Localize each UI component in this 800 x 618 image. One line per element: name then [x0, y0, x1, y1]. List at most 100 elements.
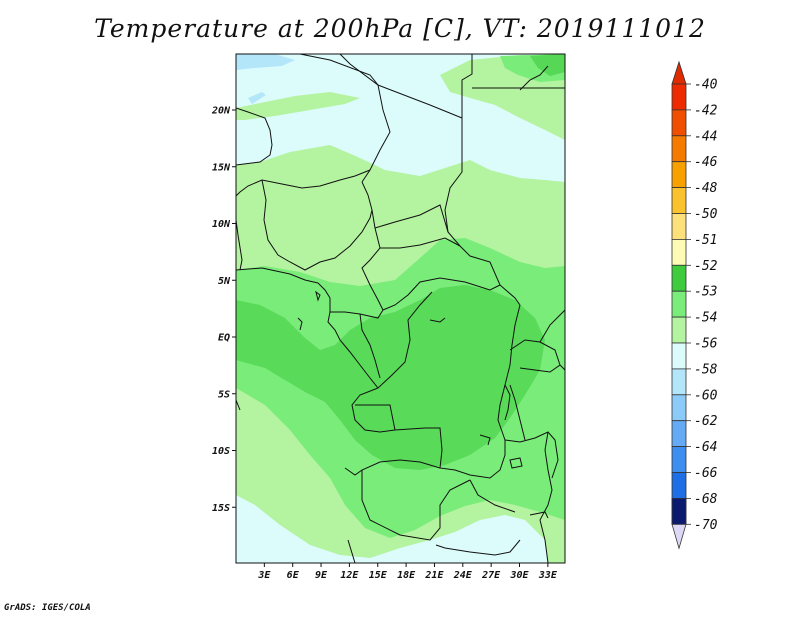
lat-tick-label: 10S [212, 446, 230, 457]
border-line [236, 169, 371, 197]
legend-label: -58 [694, 362, 718, 377]
legend-label: -46 [694, 155, 718, 170]
legend-swatch [671, 420, 687, 448]
legend-swatch [671, 497, 687, 525]
contour-band-minus-56-nw [236, 54, 295, 70]
contour-band-minus-52-ne [530, 54, 565, 76]
border-line [394, 427, 506, 479]
border-line [359, 313, 381, 379]
legend-label: -50 [694, 207, 718, 222]
border-line [374, 204, 449, 233]
legend-label: -42 [694, 103, 718, 118]
legend-swatch [671, 472, 687, 499]
lon-tick-label: 6E [287, 570, 300, 581]
border-line [236, 107, 273, 166]
border-line [539, 431, 553, 521]
latitude-axis: 20N 15N 10N 5N EQ 5S 10S 15S [211, 106, 236, 514]
legend-label: -53 [694, 285, 717, 300]
map-frame [235, 53, 566, 564]
border-line [529, 511, 549, 519]
legend-swatch [671, 290, 687, 318]
border-line [519, 65, 549, 91]
lon-tick-label: 27E [481, 570, 501, 581]
lon-tick-label: 12E [340, 570, 359, 581]
lat-tick-label: 15S [212, 503, 230, 514]
border-line [497, 304, 521, 441]
border-line [509, 384, 526, 441]
border-line [509, 339, 561, 373]
contour-band-minus-56-streak [248, 92, 266, 104]
country-borders [236, 54, 565, 563]
lat-tick-label: 15N [212, 162, 231, 173]
color-legend: -40 -42 -44 -46 -48 -50 -51 -52 -53 -54 -56 -58 -60 -… [671, 60, 718, 550]
border-line [351, 387, 396, 433]
legend-top-arrow [671, 60, 687, 85]
lat-tick-label: 5S [218, 389, 230, 400]
border-line [380, 237, 461, 249]
legend-label: -68 [694, 492, 718, 507]
lon-tick-label: 3E [257, 570, 271, 581]
border-line [261, 179, 373, 271]
border-line [539, 519, 549, 563]
legend-label: -64 [694, 440, 717, 455]
border-line [327, 311, 379, 389]
footer-credit: GrADS: IGES/COLA [4, 603, 91, 613]
legend-swatch [671, 394, 687, 422]
border-line [509, 457, 523, 469]
legend-label: -48 [694, 181, 718, 196]
border-line [539, 309, 565, 343]
border-line [317, 282, 384, 319]
border-line [461, 54, 473, 118]
legend-swatch [671, 316, 687, 344]
border-line [559, 364, 565, 371]
border-line [299, 54, 391, 183]
legend-label: -70 [694, 518, 718, 533]
legend-swatch [671, 368, 687, 396]
legend-swatch [671, 161, 687, 188]
lat-tick-label: 5N [218, 276, 231, 287]
legend-label: -60 [694, 388, 718, 403]
border-line [469, 479, 516, 513]
legend-label: -52 [694, 259, 718, 274]
border-line [236, 219, 243, 271]
border-line [236, 399, 241, 411]
border-line [435, 539, 521, 556]
legend-swatch [671, 264, 687, 292]
border-line [315, 290, 321, 302]
border-line [429, 317, 446, 323]
longitude-axis: 3E 6E 9E 12E 15E 18E 21E 24E 27E 30E 33E [257, 563, 558, 581]
legend-swatch [671, 83, 687, 111]
legend-label: -44 [694, 129, 717, 144]
legend-bottom-arrow [671, 523, 687, 550]
legend-swatch [671, 213, 687, 240]
border-line [479, 434, 491, 446]
legend-swatch [671, 446, 687, 473]
border-line [504, 384, 511, 421]
border-line [339, 54, 521, 306]
lon-tick-label: 9E [315, 570, 328, 581]
lon-tick-label: 30E [509, 570, 529, 581]
lon-tick-label: 15E [369, 570, 388, 581]
legend-label: -66 [694, 466, 718, 481]
legend-swatch [671, 135, 687, 163]
border-line [377, 291, 433, 389]
border-line [297, 317, 303, 331]
border-line [344, 459, 441, 476]
border-line [361, 181, 384, 311]
lon-tick-label: 21E [424, 570, 444, 581]
legend-swatch [671, 342, 687, 370]
border-line [382, 277, 501, 311]
contour-band-minus-52 [236, 285, 545, 470]
lat-tick-label: 20N [211, 106, 231, 117]
legend-swatch [671, 187, 687, 214]
lat-tick-label: 10N [212, 219, 231, 230]
map-plot-area [236, 54, 565, 563]
legend-label: -51 [694, 233, 717, 248]
legend-label: -62 [694, 414, 718, 429]
contour-band-minus-54-streak [236, 92, 360, 120]
border-line [347, 539, 356, 563]
border-line [236, 267, 319, 284]
border-line [361, 470, 471, 541]
legend-label: -40 [694, 78, 718, 93]
